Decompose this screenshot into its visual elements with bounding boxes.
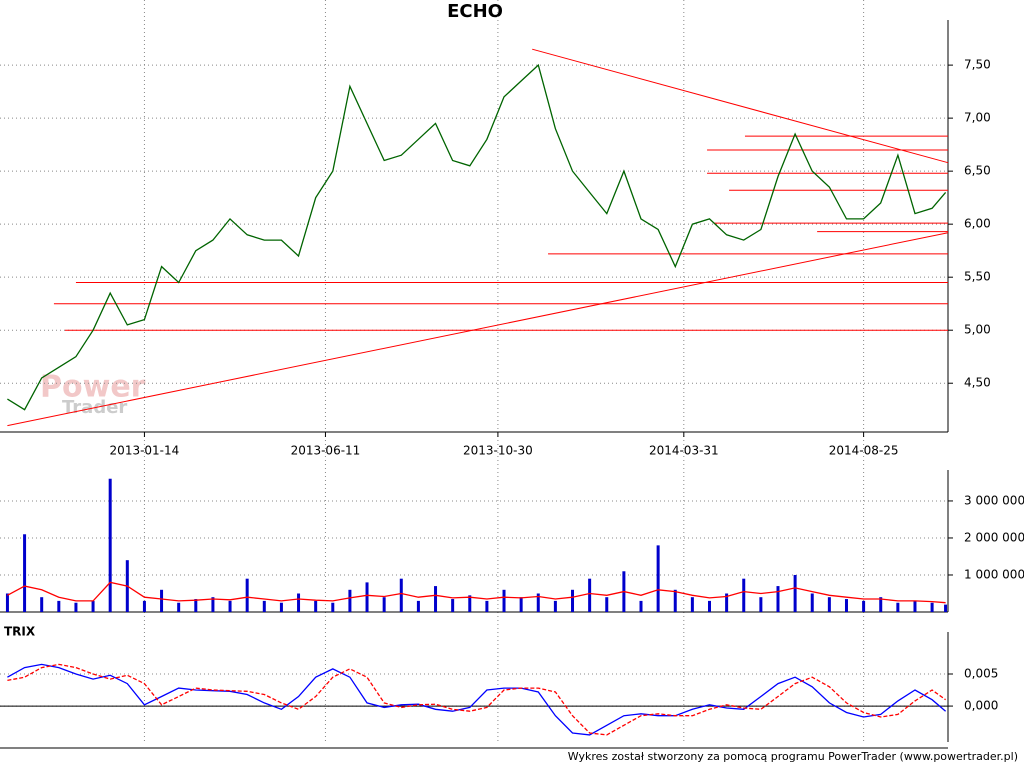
- bar: [656, 545, 660, 612]
- bar: [468, 595, 472, 612]
- bar: [416, 600, 420, 612]
- y-tick-label: 5,50: [964, 270, 991, 284]
- footer: Wykres został stworzony za pomocą progra…: [568, 750, 1018, 763]
- bar: [844, 599, 848, 612]
- series-line: [7, 663, 946, 736]
- bar: [810, 593, 814, 612]
- bar: [605, 597, 609, 612]
- y-tick-label: 3 000 000: [964, 493, 1024, 507]
- bar: [382, 597, 386, 612]
- bar: [485, 600, 489, 612]
- bar: [297, 593, 301, 612]
- bar: [896, 602, 900, 612]
- chart-title: ECHO: [447, 1, 503, 22]
- bar: [862, 600, 866, 612]
- bar: [108, 478, 112, 612]
- y-tick-label: 2 000 000: [964, 530, 1024, 544]
- trend-line: [532, 48, 949, 164]
- series-line: [7, 581, 946, 604]
- bar: [725, 593, 729, 612]
- bar: [365, 582, 369, 612]
- bar: [793, 574, 797, 612]
- bar: [57, 600, 61, 612]
- x-tick-label: 2013-10-30: [463, 444, 533, 458]
- bar: [639, 600, 643, 612]
- bar: [930, 602, 934, 612]
- y-tick-label: 5,00: [964, 323, 991, 337]
- bar: [673, 589, 677, 612]
- bar: [690, 597, 694, 612]
- bar: [160, 589, 164, 612]
- bar: [502, 589, 506, 612]
- bar: [913, 600, 917, 612]
- bar: [177, 602, 181, 612]
- trend-line: [7, 232, 949, 427]
- bar: [519, 597, 523, 612]
- bar: [776, 586, 780, 612]
- y-tick-label: 6,50: [964, 164, 991, 178]
- bar: [827, 597, 831, 612]
- y-tick-label: 0,005: [964, 667, 998, 681]
- x-tick-label: 2013-01-14: [110, 444, 180, 458]
- y-tick-label: 4,50: [964, 376, 991, 390]
- y-tick-label: 7,50: [964, 58, 991, 72]
- bar: [944, 604, 948, 612]
- bar: [451, 599, 455, 612]
- bar: [742, 578, 746, 612]
- bar: [588, 578, 592, 612]
- x-tick-label: 2013-06-11: [291, 444, 361, 458]
- bar: [553, 600, 557, 612]
- watermark: Power: [40, 370, 146, 405]
- bar: [23, 534, 27, 612]
- bar: [228, 600, 232, 612]
- bar: [434, 586, 438, 612]
- bar: [571, 589, 575, 612]
- bar: [74, 602, 78, 612]
- bar: [279, 602, 283, 612]
- y-tick-label: 1 000 000: [964, 567, 1024, 581]
- panel-title: TRIX: [4, 625, 36, 639]
- bar: [399, 578, 403, 612]
- bar: [707, 600, 711, 612]
- bar: [91, 600, 95, 612]
- bar: [5, 593, 9, 612]
- bar: [40, 597, 44, 612]
- bar: [142, 600, 146, 612]
- bar: [759, 597, 763, 612]
- bar: [879, 597, 883, 612]
- bar: [194, 599, 198, 612]
- bar: [211, 597, 215, 612]
- x-tick-label: 2014-08-25: [829, 444, 899, 458]
- bar: [245, 578, 249, 612]
- bar: [536, 593, 540, 612]
- y-tick-label: 0,000: [964, 699, 998, 713]
- series-line: [7, 663, 947, 736]
- bar: [348, 589, 352, 612]
- x-tick-label: 2014-03-31: [649, 444, 719, 458]
- bar: [331, 602, 335, 612]
- y-tick-label: 6,00: [964, 217, 991, 231]
- series-line: [7, 63, 947, 411]
- y-tick-label: 7,00: [964, 111, 991, 125]
- bar: [314, 600, 318, 612]
- bar: [262, 600, 266, 612]
